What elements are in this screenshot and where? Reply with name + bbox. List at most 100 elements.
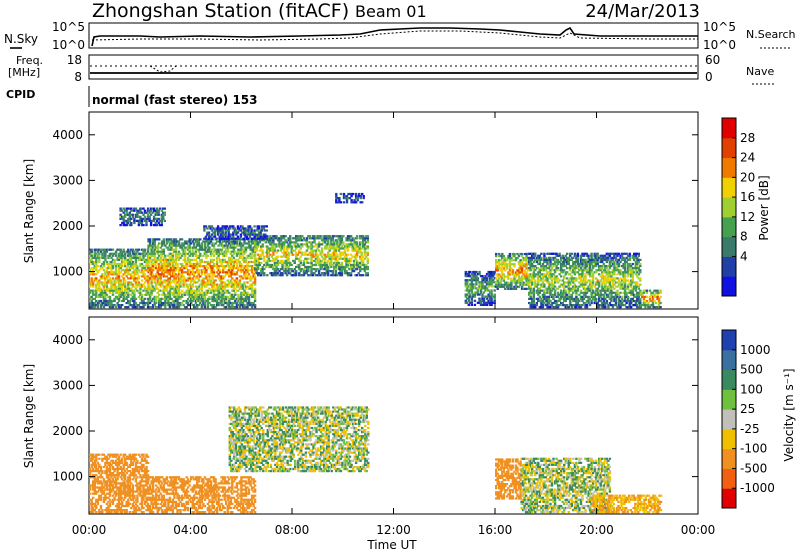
power-cell xyxy=(611,295,615,298)
power-cell xyxy=(330,274,333,277)
power-cell xyxy=(171,273,175,276)
power-cell xyxy=(260,261,263,264)
power-cell xyxy=(119,213,122,216)
power-cell xyxy=(579,295,583,298)
power-cell xyxy=(298,239,301,242)
power-cell xyxy=(541,293,545,296)
power-cell xyxy=(475,270,478,274)
power-cell xyxy=(127,277,130,280)
power-cell xyxy=(194,265,197,268)
power-cell xyxy=(211,244,214,247)
power-cell xyxy=(89,269,92,272)
power-cell xyxy=(173,275,176,278)
power-cell xyxy=(200,248,203,251)
power-cell xyxy=(128,207,131,210)
power-cell xyxy=(596,254,599,257)
power-cell xyxy=(352,270,356,273)
power-cell xyxy=(573,273,577,276)
power-cell xyxy=(520,261,524,264)
power-cell xyxy=(519,267,522,270)
power-cell xyxy=(119,285,122,288)
power-cell xyxy=(543,293,546,296)
power-cell xyxy=(573,260,577,264)
power-cell xyxy=(331,239,334,242)
power-cell xyxy=(478,281,481,284)
power-cell xyxy=(464,293,467,296)
power-cell xyxy=(125,211,128,214)
power-cell xyxy=(333,268,336,271)
power-cell xyxy=(191,285,194,288)
power-cell xyxy=(601,277,604,280)
power-cell xyxy=(90,304,93,307)
power-cell xyxy=(101,283,104,286)
power-cell xyxy=(233,227,236,230)
power-cell xyxy=(151,219,154,222)
power-cell xyxy=(212,262,216,266)
power-cell xyxy=(93,301,96,305)
power-cell xyxy=(517,271,521,274)
power-cell xyxy=(560,267,563,270)
power-cell xyxy=(196,306,199,309)
power-cell xyxy=(532,252,535,255)
power-cell xyxy=(240,248,243,251)
power-cell xyxy=(587,262,590,266)
power-cell xyxy=(205,281,208,284)
power-cell xyxy=(601,273,604,276)
power-cell xyxy=(142,258,145,261)
power-cell xyxy=(490,275,493,278)
power-cell xyxy=(365,263,368,267)
power-cell xyxy=(98,289,101,292)
power-cell xyxy=(290,247,293,250)
power-cell xyxy=(240,265,243,268)
power-cell xyxy=(243,275,246,278)
power-cell xyxy=(220,277,223,280)
power-cell xyxy=(214,250,217,253)
power-cell xyxy=(613,299,616,303)
power-cell xyxy=(211,273,214,276)
power-cell xyxy=(240,256,243,259)
power-cell xyxy=(616,265,619,268)
power-cell xyxy=(285,257,289,260)
power-cell xyxy=(176,267,179,270)
power-cell xyxy=(196,262,199,266)
power-cell xyxy=(325,272,328,275)
power-cell xyxy=(193,293,196,296)
power-cell xyxy=(490,277,493,280)
power-cell xyxy=(150,258,153,261)
power-cell xyxy=(203,246,207,249)
power-cell xyxy=(354,195,358,198)
power-cell xyxy=(275,274,278,277)
power-cell xyxy=(113,273,116,276)
power-cell xyxy=(584,295,587,298)
power-cell xyxy=(89,254,92,257)
power-cell xyxy=(205,283,208,286)
power-cell xyxy=(117,289,121,292)
power-cell xyxy=(330,263,333,267)
power-cell xyxy=(365,265,368,269)
power-cell xyxy=(180,279,184,282)
power-cell xyxy=(96,271,99,274)
power-cell xyxy=(575,306,578,309)
power-cell xyxy=(537,254,540,257)
power-cell xyxy=(501,269,504,272)
power-cell xyxy=(299,243,302,246)
power-cell xyxy=(147,285,150,288)
power-cell xyxy=(170,287,173,290)
power-cell xyxy=(304,257,307,260)
power-cell xyxy=(96,265,99,268)
power-cell xyxy=(155,273,158,276)
power-cell xyxy=(92,293,95,296)
power-cell xyxy=(188,271,191,274)
power-cell xyxy=(196,291,199,294)
nave-dip xyxy=(149,65,177,73)
power-cell xyxy=(349,243,353,246)
power-cell xyxy=(231,306,234,309)
power-cell xyxy=(200,304,203,307)
power-cell xyxy=(534,273,537,276)
power-cell xyxy=(131,256,134,259)
power-cell xyxy=(231,269,234,272)
power-cell xyxy=(258,274,261,277)
power-cell xyxy=(314,249,318,252)
power-cell xyxy=(356,195,359,198)
power-cell xyxy=(508,273,512,276)
